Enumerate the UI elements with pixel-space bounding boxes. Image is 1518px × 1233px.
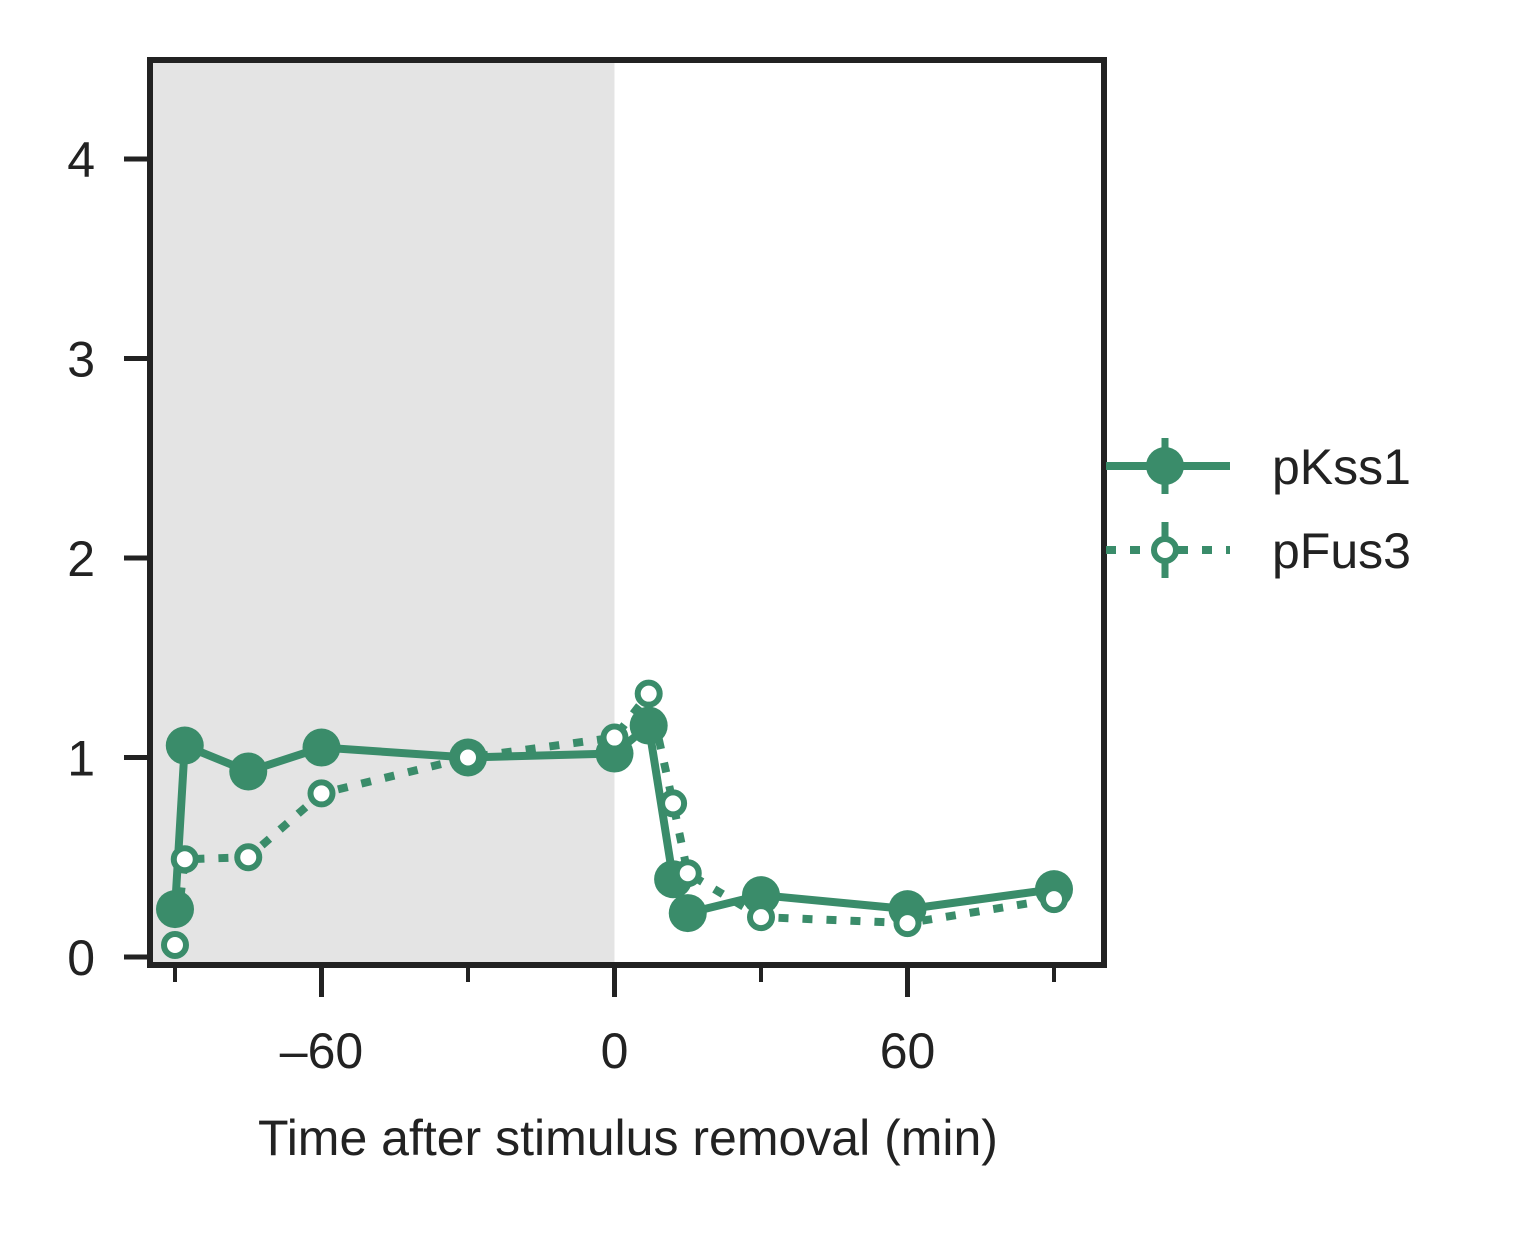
data-point-pFus3	[659, 789, 688, 818]
data-point-pKss1	[156, 890, 194, 929]
data-point-pKss1	[629, 706, 668, 745]
plot-frame	[147, 57, 1107, 968]
legend-label: pFus3	[1272, 523, 1411, 579]
data-point-pFus3	[747, 903, 775, 932]
data-point-pKss1	[302, 728, 341, 767]
stimulus-shaded-region	[150, 60, 615, 965]
series-pFus3	[161, 679, 1068, 960]
data-point-pFus3	[161, 931, 189, 960]
legend-item-pKss1: pKss1	[1106, 438, 1411, 495]
data-point-pKss1	[742, 876, 780, 915]
legend-item-pFus3: pFus3	[1106, 522, 1411, 579]
data-point-pFus3	[1040, 885, 1068, 914]
data-point-pFus3	[600, 723, 629, 752]
y-tick-label: 3	[67, 332, 95, 388]
series-line-pFus3	[171, 689, 1055, 946]
data-point-pKss1	[165, 726, 204, 765]
data-point-pFus3	[307, 779, 336, 808]
legend-marker	[1146, 447, 1184, 485]
data-point-pFus3	[170, 845, 199, 874]
y-tick-label: 4	[67, 132, 95, 188]
data-point-pFus3	[673, 859, 702, 888]
y-tick-label: 1	[67, 731, 95, 787]
y-tick-label: 2	[67, 531, 95, 587]
data-point-pFus3	[893, 909, 922, 938]
legend-label: pKss1	[1272, 439, 1411, 495]
x-tick-label: 0	[601, 1023, 629, 1079]
data-point-pKss1	[229, 752, 268, 791]
x-tick-label: 60	[880, 1023, 936, 1079]
data-point-pFus3	[234, 843, 263, 872]
y-tick-label: 0	[67, 930, 95, 986]
x-axis-label: Time after stimulus removal (min)	[258, 1110, 998, 1166]
data-point-pFus3	[454, 743, 482, 772]
legend-marker	[1151, 536, 1179, 564]
data-point-pKss1	[668, 894, 707, 933]
data-point-pFus3	[634, 679, 663, 708]
x-tick-label: –60	[280, 1023, 363, 1079]
